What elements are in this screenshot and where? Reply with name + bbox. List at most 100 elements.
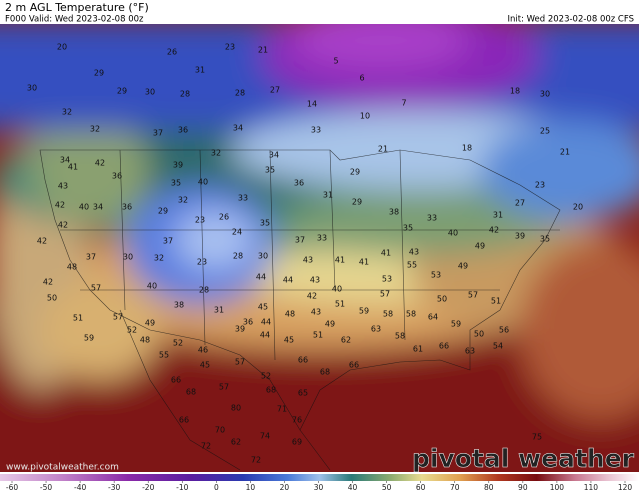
station-value: 35 [265, 166, 275, 175]
colorbar-label: -30 [108, 483, 120, 492]
station-value: 38 [174, 301, 184, 310]
station-value: 20 [573, 203, 583, 212]
station-value: 58 [406, 310, 416, 319]
colorbar-label: 20 [280, 483, 290, 492]
station-value: 23 [225, 43, 235, 52]
station-value: 40 [448, 229, 458, 238]
station-value: 20 [57, 43, 67, 52]
station-value: 37 [295, 236, 305, 245]
station-value: 50 [437, 295, 447, 304]
colorbar-label: 80 [484, 483, 494, 492]
station-value: 51 [335, 300, 345, 309]
station-value: 29 [117, 87, 127, 96]
station-value: 43 [311, 308, 321, 317]
station-value: 27 [270, 86, 280, 95]
station-value: 45 [284, 336, 294, 345]
station-value: 80 [231, 404, 241, 413]
station-value: 28 [180, 90, 190, 99]
station-value: 28 [233, 252, 243, 261]
station-value: 59 [451, 320, 461, 329]
station-value: 24 [232, 228, 242, 237]
station-value: 35 [260, 219, 270, 228]
station-value: 44 [283, 276, 293, 285]
station-value: 51 [313, 331, 323, 340]
station-value: 53 [382, 275, 392, 284]
station-value: 23 [195, 216, 205, 225]
station-value: 72 [251, 456, 261, 465]
station-value: 36 [112, 172, 122, 181]
station-value: 29 [352, 198, 362, 207]
station-value: 25 [540, 127, 550, 136]
map-title: 2 m AGL Temperature (°F) [5, 1, 149, 14]
station-value: 63 [465, 347, 475, 356]
station-value: 55 [159, 351, 169, 360]
station-value: 29 [94, 69, 104, 78]
station-value: 49 [475, 242, 485, 251]
colorbar-label: 70 [450, 483, 460, 492]
station-value: 39 [173, 161, 183, 170]
station-value: 40 [198, 178, 208, 187]
colorbar-label: 30 [314, 483, 324, 492]
colorbar-label: 100 [550, 483, 565, 492]
station-value: 42 [58, 221, 68, 230]
station-value: 41 [381, 249, 391, 258]
station-value: 28 [235, 89, 245, 98]
station-value: 30 [258, 252, 268, 261]
station-value: 36 [178, 126, 188, 135]
station-value: 10 [360, 112, 370, 121]
colorbar-label: 110 [584, 483, 599, 492]
colorbar-label: -20 [142, 483, 154, 492]
station-value: 18 [510, 87, 520, 96]
station-value: 34 [93, 203, 103, 212]
station-value: 28 [199, 286, 209, 295]
colorbar-ticks: -60 -50 -40 -30 -20 -10 0 10 20 30 40 50 60 70 80 90 100… [6, 481, 632, 492]
station-value: 44 [261, 318, 271, 327]
station-value: 53 [431, 271, 441, 280]
station-value: 69 [292, 438, 302, 447]
station-value: 59 [84, 334, 94, 343]
station-value: 45 [200, 361, 210, 370]
station-value: 31 [214, 306, 224, 315]
station-value: 31 [195, 66, 205, 75]
station-value: 49 [145, 319, 155, 328]
init-time: Init: Wed 2023-02-08 00z CFS [507, 15, 634, 25]
station-value: 14 [307, 100, 317, 109]
station-value: 26 [219, 213, 229, 222]
station-value: 41 [359, 258, 369, 267]
station-value: 21 [560, 148, 570, 157]
station-value: 65 [298, 389, 308, 398]
station-value: 42 [37, 237, 47, 246]
station-value: 32 [90, 125, 100, 134]
colorbar-label: -40 [74, 483, 86, 492]
station-value: 76 [292, 416, 302, 425]
station-value: 42 [55, 201, 65, 210]
station-value: 32 [62, 108, 72, 117]
station-value: 35 [540, 235, 550, 244]
colorbar-label: 50 [382, 483, 392, 492]
station-value: 48 [285, 310, 295, 319]
station-value: 38 [389, 208, 399, 217]
colorbar [0, 474, 639, 481]
station-value: 30 [540, 90, 550, 99]
station-value: 62 [231, 438, 241, 447]
header-bar [0, 0, 639, 24]
station-value: 41 [68, 163, 78, 172]
station-value: 42 [489, 226, 499, 235]
station-value: 34 [60, 156, 70, 165]
station-value: 48 [140, 336, 150, 345]
station-value: 31 [493, 211, 503, 220]
station-value: 61 [413, 345, 423, 354]
station-value: 72 [201, 442, 211, 451]
station-value: 59 [359, 307, 369, 316]
station-value: 26 [167, 48, 177, 57]
station-value: 6 [359, 74, 364, 83]
colorbar-label: 40 [348, 483, 358, 492]
station-value: 32 [178, 196, 188, 205]
station-value: 52 [127, 326, 137, 335]
station-value: 57 [468, 291, 478, 300]
station-value: 74 [260, 432, 270, 441]
station-value: 46 [198, 346, 208, 355]
station-value: 68 [320, 368, 330, 377]
station-value: 54 [493, 342, 503, 351]
colorbar-label: 60 [416, 483, 426, 492]
